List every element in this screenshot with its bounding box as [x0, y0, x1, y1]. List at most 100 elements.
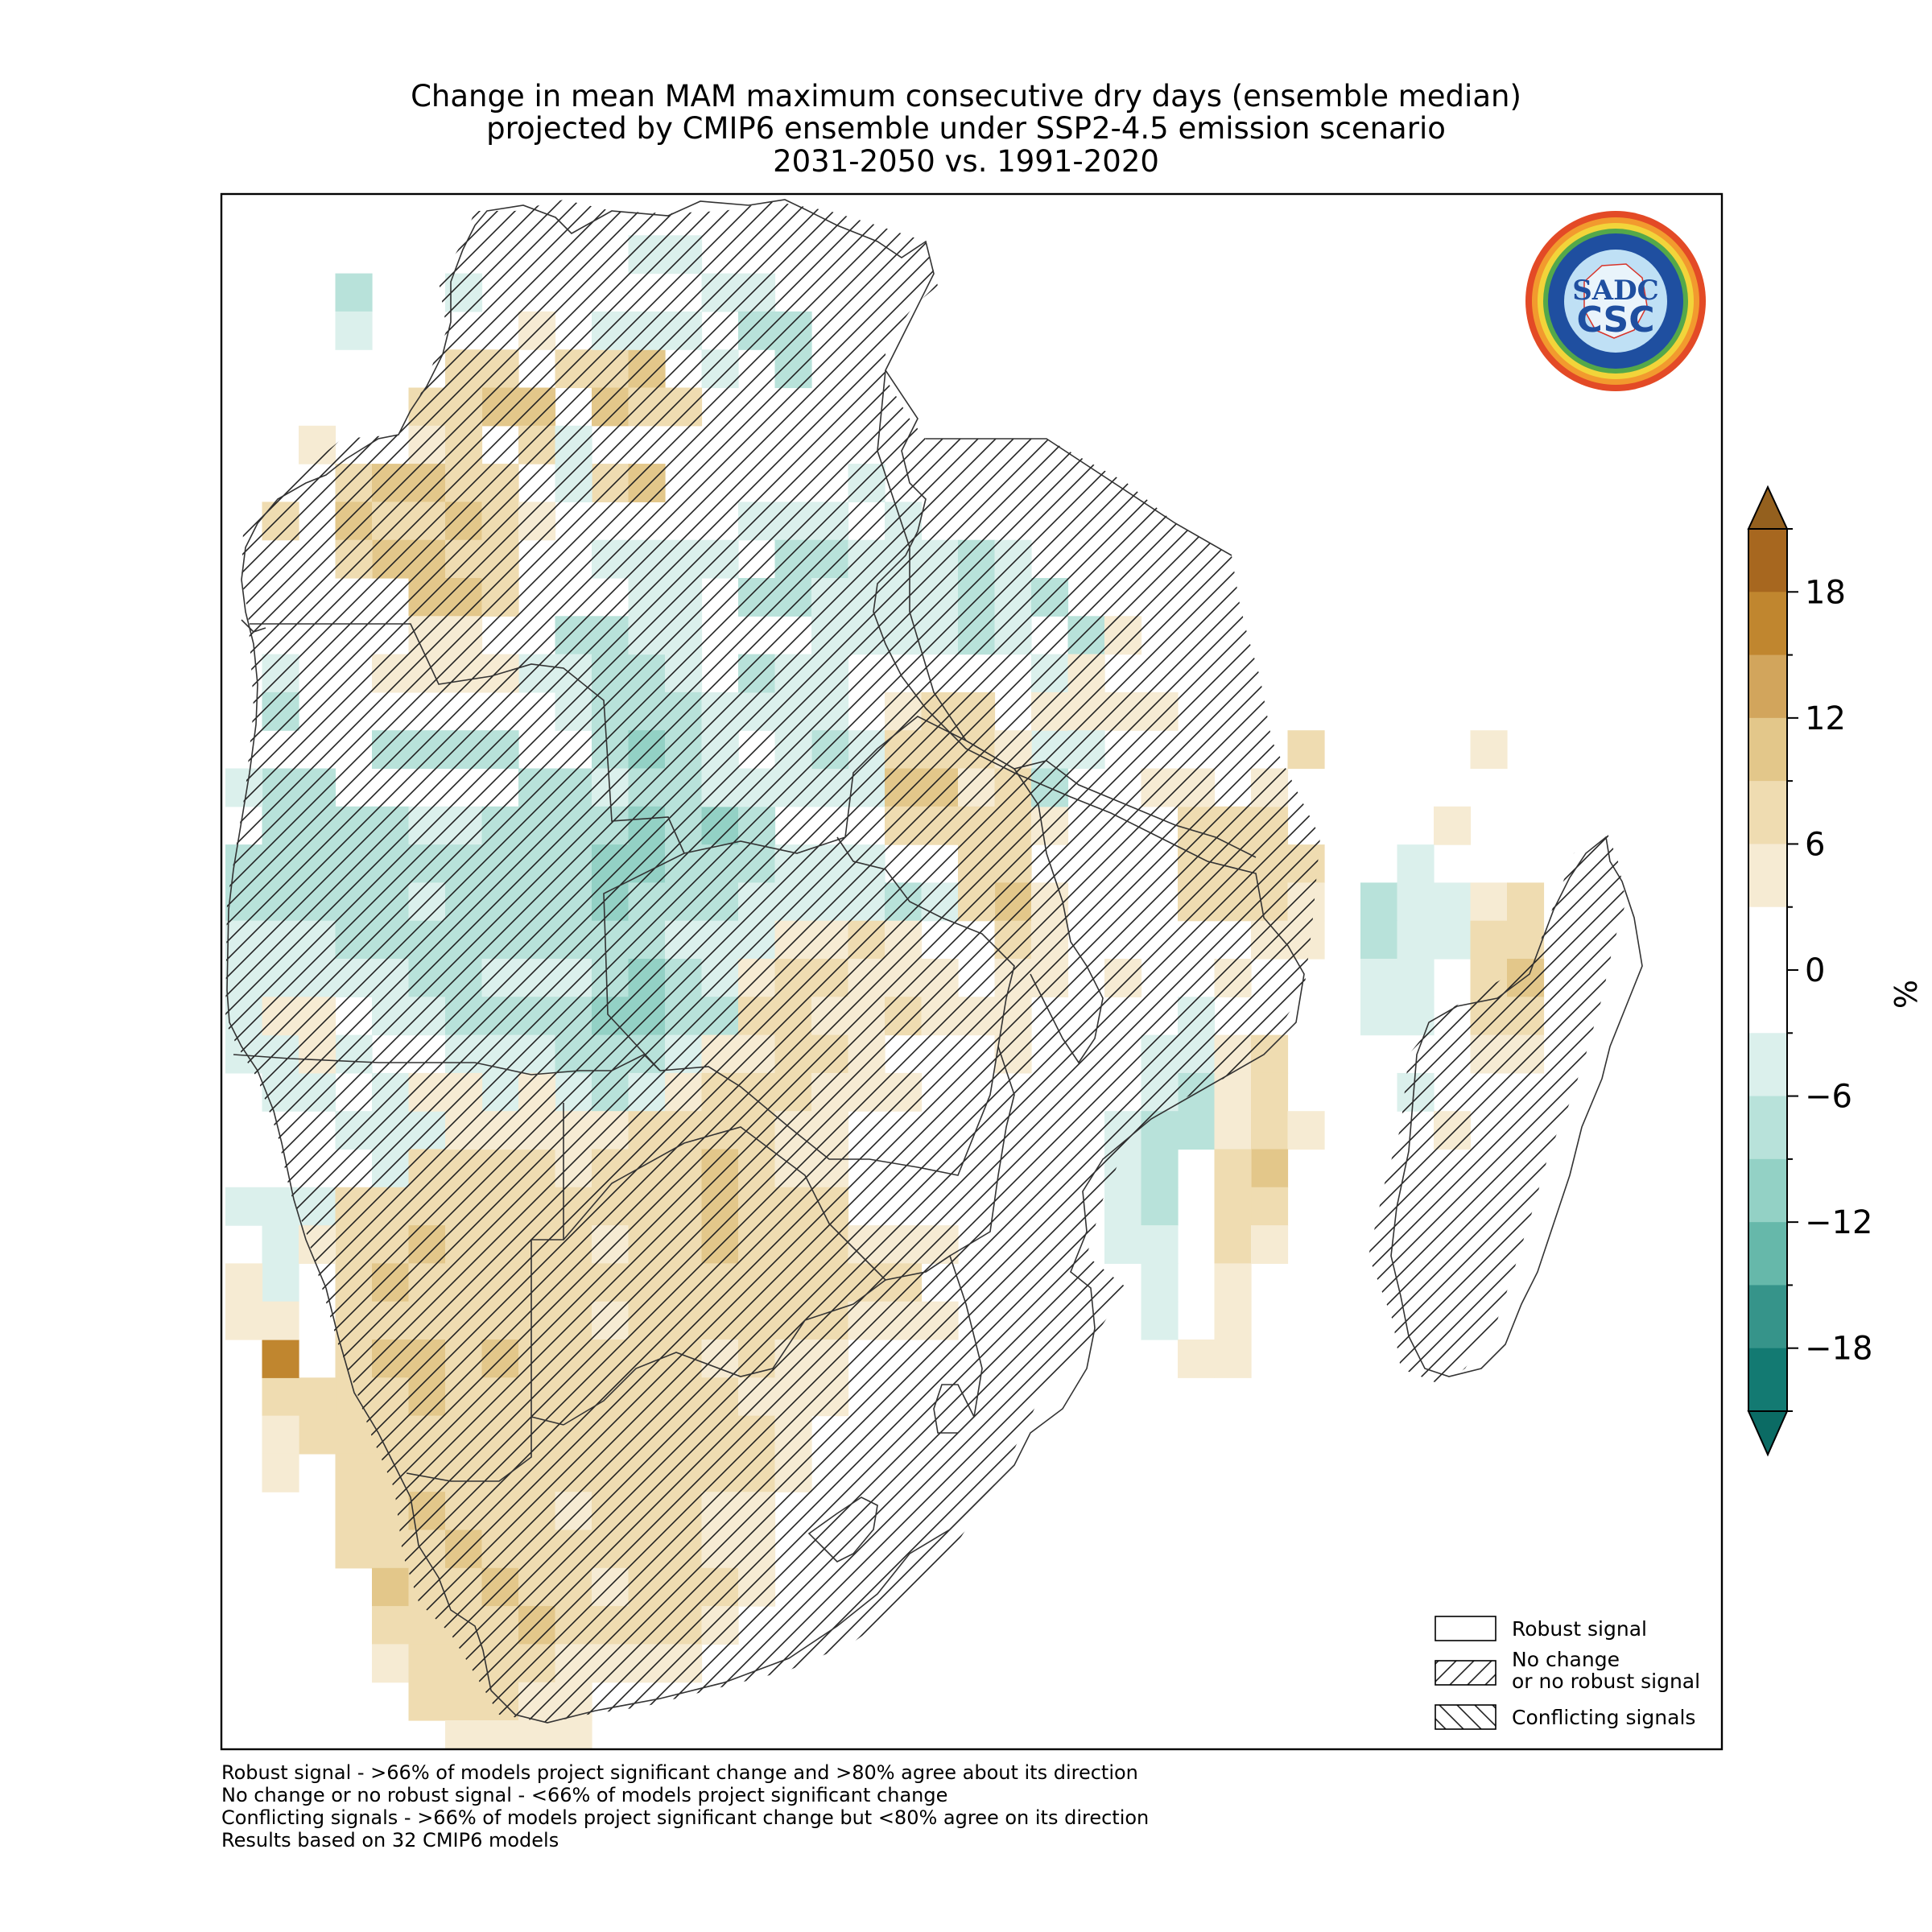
grid-cell	[262, 1301, 299, 1340]
legend-label-conflicting: Conflicting signals	[1512, 1706, 1696, 1729]
colorbar-segment	[1748, 970, 1787, 1034]
colorbar-segments	[1748, 529, 1787, 1412]
border-botswana-zimbabwe-sa	[563, 1126, 887, 1426]
legend-label-robust: Robust signal	[1512, 1617, 1647, 1641]
grid-cell	[1214, 1263, 1252, 1302]
grid-cell	[335, 1415, 373, 1455]
grid-cell	[1434, 882, 1472, 922]
colorbar-segment	[1748, 906, 1787, 971]
colorbar: 18 12 6 0 −6 −12 −18	[1747, 485, 1872, 1457]
colorbar-tick-label: −6	[1805, 1079, 1852, 1116]
colorbar-segment	[1748, 529, 1787, 592]
map-frame	[220, 192, 1724, 1751]
grid-cell	[1470, 882, 1508, 922]
colorbar-segment	[1748, 844, 1787, 908]
grid-cell	[335, 1530, 373, 1569]
border-drc-angola	[250, 623, 685, 854]
grid-cell	[1251, 1072, 1289, 1112]
grid-cell	[262, 1263, 299, 1302]
grid-cell	[1360, 997, 1398, 1036]
logo-mark-top: SADC	[1572, 275, 1658, 307]
border-namibia-botswana	[530, 1103, 564, 1426]
grid-cell	[555, 1720, 592, 1749]
colorbar-tick-label: 18	[1805, 574, 1846, 611]
legend-label-nochange-1: No change	[1512, 1648, 1620, 1671]
border-tanzania-south	[1013, 760, 1257, 858]
colorbar-ticks	[1787, 528, 1798, 1412]
border-drc-zambia	[683, 716, 1015, 854]
hatch-regions	[225, 200, 1626, 1723]
map-title-line-1: Change in mean MAM maximum consecutive d…	[411, 79, 1521, 114]
grid-cell	[1214, 1225, 1252, 1264]
grid-cell	[1397, 997, 1435, 1036]
grid-cell	[1360, 882, 1398, 922]
grid-cell	[1178, 1340, 1216, 1378]
grid-cell	[1397, 959, 1435, 997]
grid-cell	[408, 1682, 446, 1721]
grid-cell	[372, 1606, 410, 1645]
grid-cell	[1214, 1111, 1252, 1150]
map-panel	[221, 194, 1722, 1749]
border-drc-tanzania	[877, 369, 967, 741]
colorbar-tick-label: 0	[1805, 952, 1825, 989]
grid-cell	[1214, 1301, 1252, 1340]
grid-cell	[225, 1263, 263, 1302]
grid-cell	[1251, 1225, 1289, 1264]
grid-cell	[1251, 1187, 1289, 1226]
colorbar-extend-top	[1747, 485, 1789, 530]
grid-cell	[1214, 1187, 1252, 1226]
grid-cell	[408, 1644, 446, 1683]
grid-cell	[1214, 1149, 1252, 1188]
legend-swatch-conflicting	[1435, 1704, 1496, 1730]
grid-cell	[1214, 1340, 1252, 1378]
grid-cell	[1141, 1263, 1179, 1302]
colorbar-segment	[1748, 781, 1787, 844]
grid-cell	[1104, 1187, 1142, 1226]
colorbar-segment	[1748, 1348, 1787, 1412]
border-malawi	[1013, 768, 1104, 1064]
madagascar-hatch	[1368, 829, 1626, 1385]
colorbar-tick-label: −12	[1805, 1204, 1872, 1241]
grid-cell	[299, 1377, 336, 1417]
border-sa-mozambique	[885, 1254, 983, 1418]
grid-cell	[1251, 1149, 1289, 1188]
colorbar-segment	[1748, 717, 1787, 782]
grid-cell	[1104, 1225, 1142, 1264]
mainland-hatch	[225, 200, 1320, 1723]
hatch-legend	[1435, 1616, 1496, 1730]
grid-cell	[335, 273, 373, 312]
border-angola-cabinda	[241, 619, 266, 633]
border-namibia-sa-orange	[406, 1417, 532, 1482]
grid-cell	[1434, 920, 1472, 960]
grid-cell	[335, 1492, 373, 1531]
grid-cell	[481, 1720, 519, 1749]
border-angola-namibia	[233, 1054, 661, 1075]
grid-cell	[1397, 882, 1435, 922]
grid-cell	[518, 1720, 556, 1749]
colorbar-tick-label: 12	[1805, 700, 1846, 737]
grid-cell	[372, 1644, 410, 1683]
footnote-nochange: No change or no robust signal - <66% of …	[221, 1784, 948, 1806]
grid-cell	[1141, 1187, 1179, 1226]
grid-cell	[1287, 1111, 1325, 1150]
grid-cell	[299, 1415, 336, 1455]
legend-label-nochange-2: or no robust signal	[1512, 1670, 1701, 1693]
grid-cell	[1507, 882, 1545, 922]
grid-cell	[262, 1453, 299, 1492]
grid-cell	[1141, 1149, 1179, 1188]
grid-cell	[1397, 920, 1435, 960]
colorbar-extend-bottom	[1747, 1410, 1789, 1457]
grid-cell	[1397, 844, 1435, 883]
grid-cell	[1360, 920, 1398, 960]
grid-cell	[1141, 1225, 1179, 1264]
colorbar-segment	[1748, 592, 1787, 656]
sadc-csc-logo: SADC CSC	[1525, 211, 1706, 391]
colorbar-segment	[1748, 1158, 1787, 1223]
grid-cell	[1470, 730, 1508, 770]
grid-cell	[225, 1301, 263, 1340]
border-angola-zambia	[603, 852, 685, 1071]
grid-cell	[262, 1377, 299, 1417]
grid-cell	[335, 1453, 373, 1492]
grid-cell	[262, 1415, 299, 1455]
